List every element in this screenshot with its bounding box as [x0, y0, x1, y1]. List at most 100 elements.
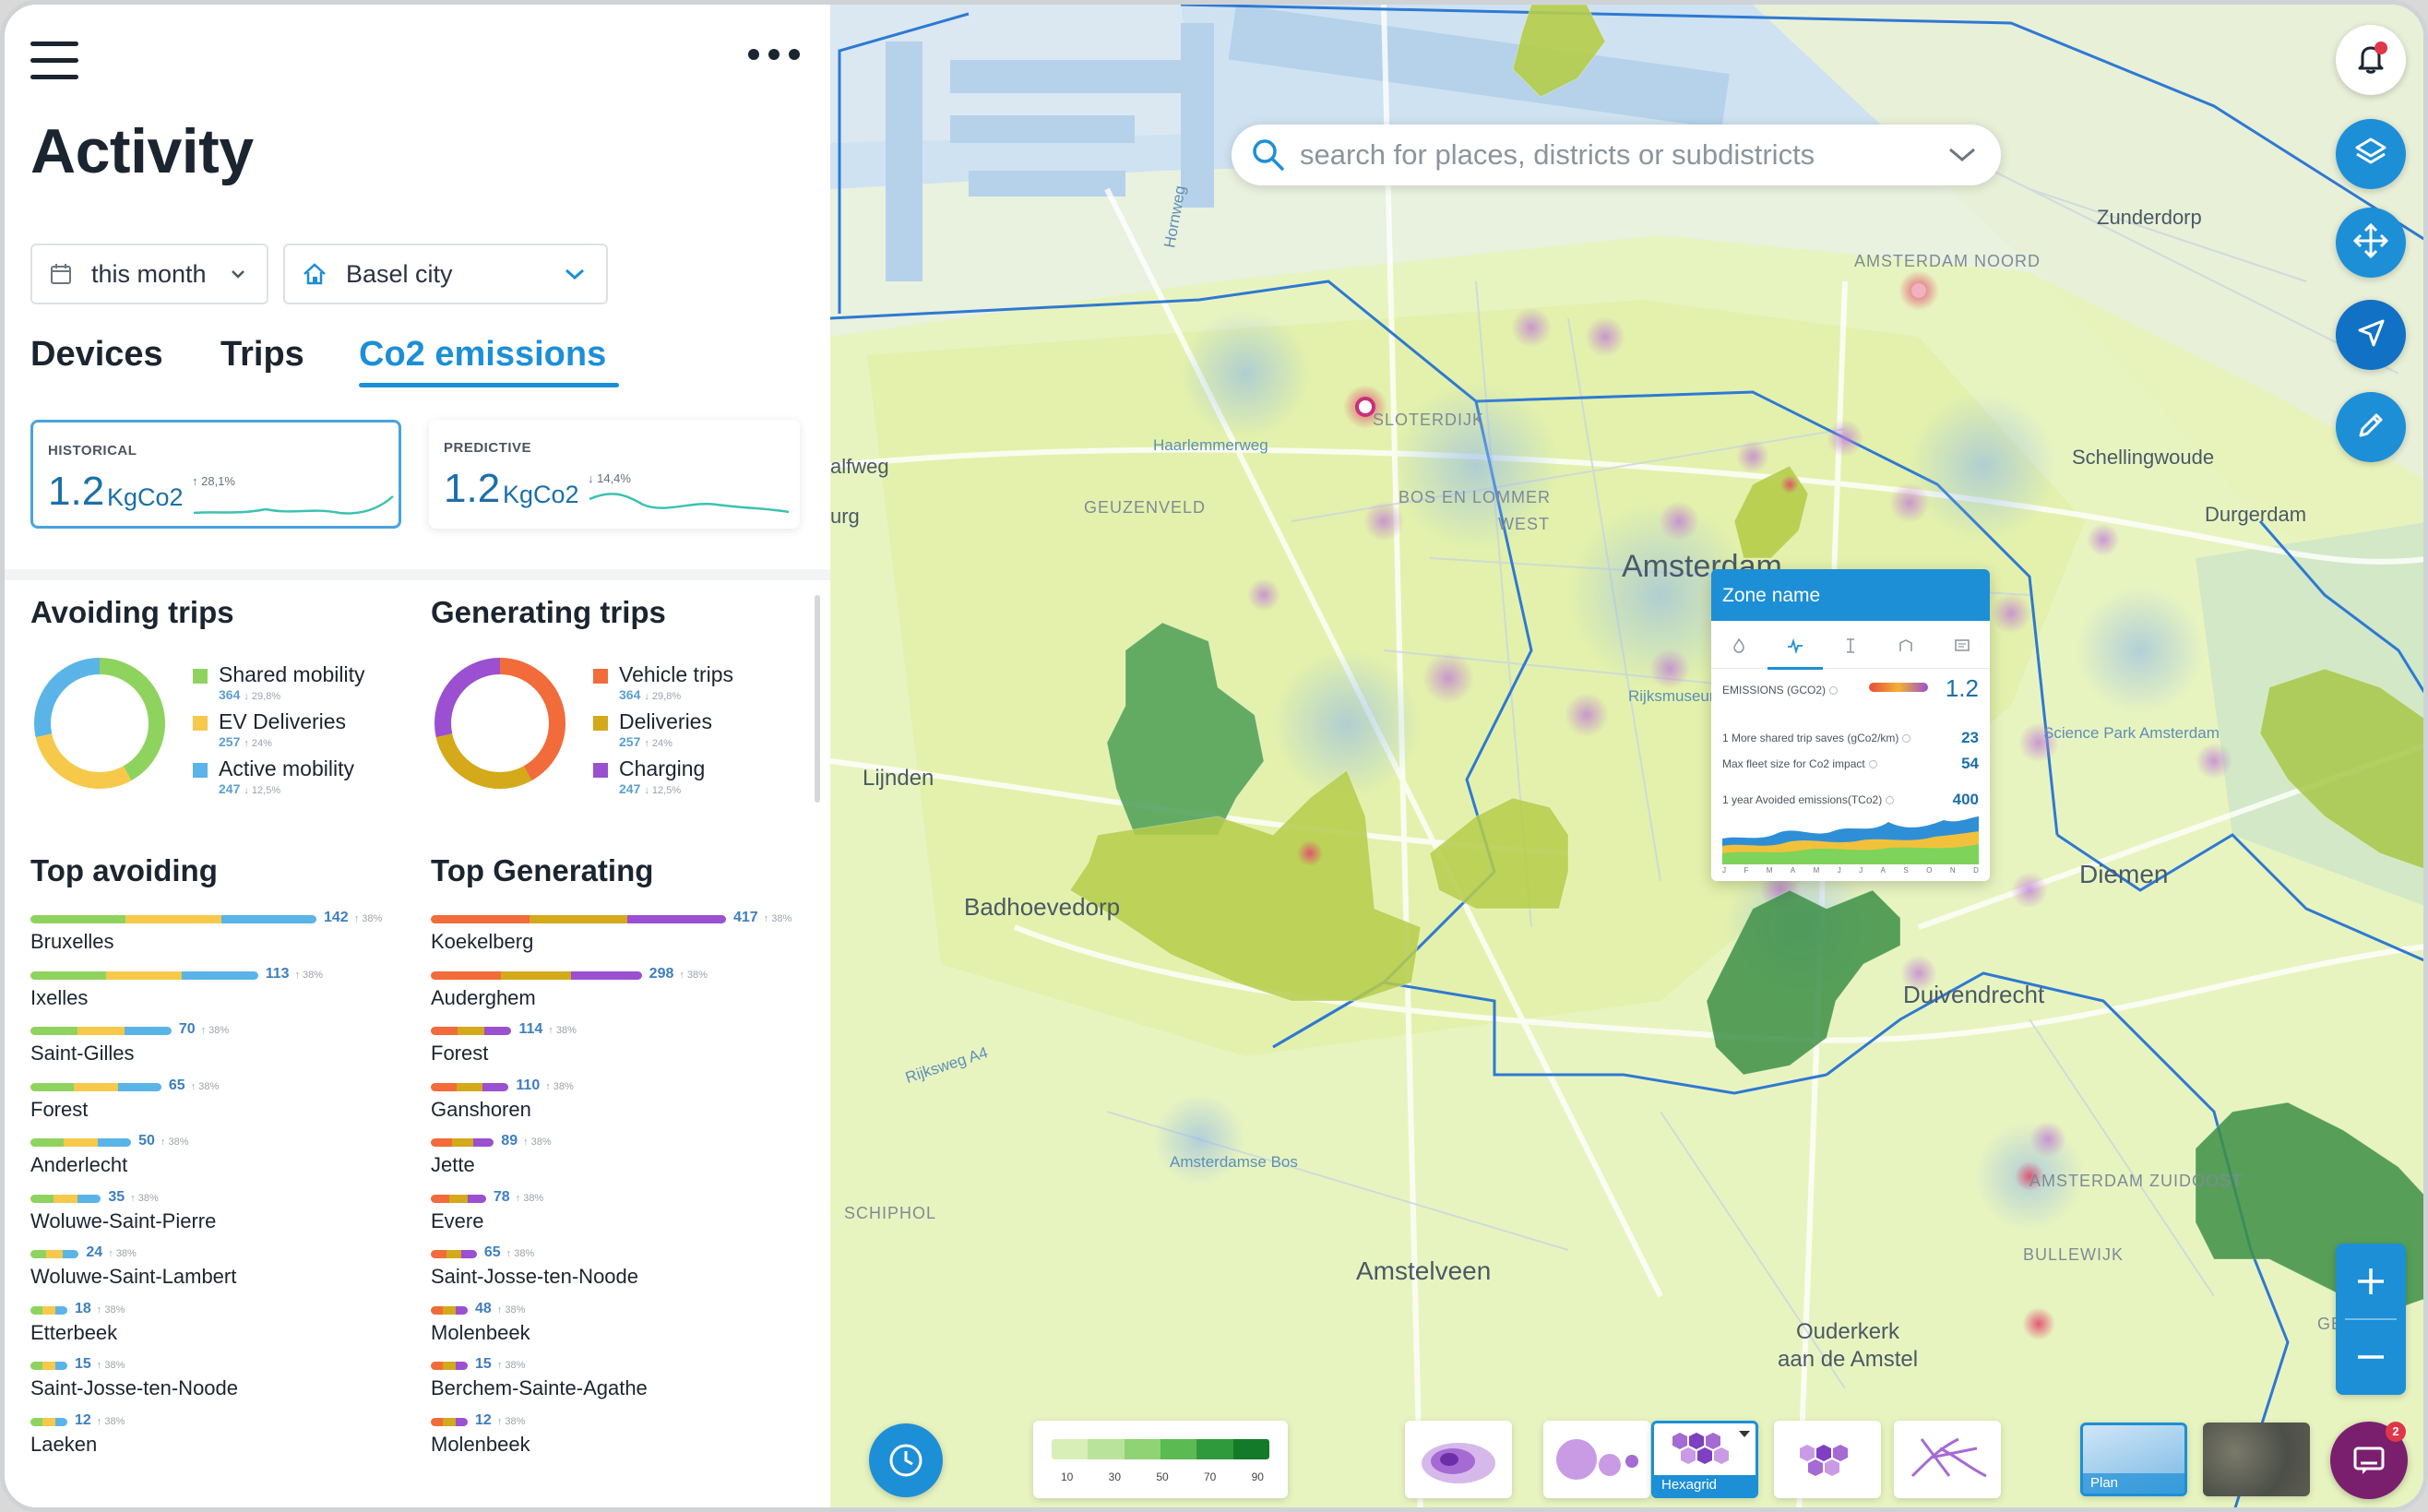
kpi-card-historical[interactable]: HISTORICAL 1.2 KgCo2 ↑ 28,1%: [30, 420, 401, 529]
ranking-trend: ↑ 38%: [506, 1248, 535, 1259]
ranking-bar-segment: [54, 1194, 77, 1203]
chevron-down-icon: [230, 268, 246, 280]
ranking-bar-segment: [30, 1027, 77, 1035]
legend-trend: ↑ 24%: [244, 738, 272, 749]
basemap-plan[interactable]: Plan: [2080, 1423, 2187, 1496]
ranking-row[interactable]: 15 ↑ 38% Berchem-Sainte-Agathe: [431, 1356, 818, 1416]
ranking-bar-segment: [64, 1138, 98, 1147]
move-icon: [2351, 221, 2390, 265]
zoom-in-button[interactable]: [2336, 1244, 2406, 1319]
ranking-value: 12 ↑ 38%: [75, 1412, 125, 1429]
draw-button[interactable]: [2336, 392, 2406, 462]
zoom-out-button[interactable]: [2336, 1319, 2406, 1395]
viz-mode-bubbles[interactable]: [1543, 1421, 1650, 1498]
ranking-row[interactable]: 113 ↑ 38% Ixelles: [30, 966, 418, 1026]
zone-card-tabs: [1711, 623, 1990, 670]
ranking-row[interactable]: 114 ↑ 38% Forest: [431, 1021, 818, 1081]
ranking-bar: [431, 1138, 494, 1147]
legend-trend: ↑ 24%: [644, 738, 672, 749]
ranking-bar: [431, 1417, 468, 1426]
ranking-row[interactable]: 15 ↑ 38% Saint-Josse-ten-Noode: [30, 1356, 418, 1416]
ranking-row[interactable]: 48 ↑ 38% Molenbeek: [431, 1300, 818, 1361]
ranking-name: Saint-Josse-ten-Noode: [431, 1265, 639, 1288]
page-title: Activity: [30, 116, 254, 186]
ranking-row[interactable]: 89 ↑ 38% Jette: [431, 1133, 818, 1193]
ranking-bar: [431, 1027, 512, 1035]
zone-tab-comment-icon[interactable]: [1946, 629, 1979, 662]
tab-co2-emissions[interactable]: Co2 emissions: [359, 335, 607, 374]
search-bar[interactable]: [1232, 125, 2001, 185]
ranking-bar-segment: [431, 1250, 446, 1258]
chevron-down-icon: [564, 268, 586, 280]
ranking-value: 15 ↑ 38%: [75, 1356, 125, 1373]
ranking-name: Saint-Gilles: [30, 1042, 135, 1065]
kpi-card-predictive[interactable]: PREDICTIVE 1.2 KgCo2 ↓ 14,4%: [429, 420, 800, 529]
ranking-row[interactable]: 417 ↑ 38% Koekelberg: [431, 910, 818, 970]
tab-devices[interactable]: Devices: [30, 335, 163, 374]
month-label: O: [1926, 866, 1933, 875]
ranking-bar: [30, 1250, 79, 1258]
ranking-value: 114 ↑ 38%: [518, 1021, 576, 1038]
ranking-bar-segment: [529, 915, 628, 923]
ranking-name: Jette: [431, 1153, 475, 1176]
zone-info-card[interactable]: Zone name EMISSIONS (GCO2) 1.2 1 More sh…: [1711, 569, 1990, 881]
kpi-label: HISTORICAL: [48, 443, 137, 458]
more-options-icon[interactable]: [748, 49, 800, 64]
ranking-row[interactable]: 12 ↑ 38% Laeken: [30, 1412, 418, 1472]
ranking-row[interactable]: 78 ↑ 38% Evere: [431, 1189, 818, 1249]
tab-trips[interactable]: Trips: [220, 335, 304, 374]
panel-scrollbar[interactable]: [815, 595, 820, 803]
legend-label: Active mobility: [219, 756, 354, 780]
month-label: J: [1722, 866, 1726, 875]
zone-tab-route-icon[interactable]: [1889, 629, 1922, 662]
ranking-row[interactable]: 298 ↑ 38% Auderghem: [431, 966, 818, 1026]
ranking-row[interactable]: 50 ↑ 38% Anderlecht: [30, 1133, 418, 1193]
ranking-name: Berchem-Sainte-Agathe: [431, 1376, 648, 1399]
time-button[interactable]: [869, 1423, 943, 1497]
viz-mode-lines[interactable]: [1894, 1421, 2001, 1498]
viz-mode-hexagrid[interactable]: Hexagrid: [1651, 1421, 1758, 1498]
map-canvas[interactable]: [830, 5, 2428, 1512]
select-button[interactable]: [2336, 300, 2406, 370]
hamburger-menu-icon[interactable]: [30, 42, 78, 80]
search-input[interactable]: [1300, 138, 1909, 172]
kpi-value: 1.2: [444, 466, 501, 511]
ranking-row[interactable]: 35 ↑ 38% Woluwe-Saint-Pierre: [30, 1189, 418, 1249]
ranking-name: Koekelberg: [431, 930, 534, 953]
ranking-row[interactable]: 65 ↑ 38% Saint-Josse-ten-Noode: [431, 1244, 818, 1304]
ranking-row[interactable]: 18 ↑ 38% Etterbeek: [30, 1301, 418, 1361]
ranking-name: Ixelles: [30, 985, 89, 1009]
layers-button[interactable]: [2336, 119, 2406, 189]
zone-card-title: Zone name: [1711, 569, 1990, 621]
ranking-count: 48: [475, 1300, 492, 1316]
viz-mode-hexagons[interactable]: [1774, 1421, 1881, 1498]
viz-mode-heatmap[interactable]: [1405, 1421, 1512, 1498]
ranking-count: 12: [75, 1411, 91, 1428]
top-avoiding-list: 142 ↑ 38% Bruxelles 113 ↑ 38% Ixelles 70 ↑ 38% S…: [30, 910, 418, 1472]
basemap-satellite[interactable]: [2203, 1423, 2310, 1496]
location-select[interactable]: Basel city: [283, 244, 608, 304]
zone-tab-fire-icon[interactable]: [1722, 629, 1756, 662]
chat-button[interactable]: 2: [2330, 1422, 2408, 1499]
zone-tab-text-cursor-icon[interactable]: [1834, 629, 1867, 662]
period-select[interactable]: this month: [30, 244, 268, 304]
viz-dropdown-caret[interactable]: [1739, 1431, 1750, 1437]
chevron-down-icon[interactable]: [1947, 147, 1977, 163]
ranking-row[interactable]: 12 ↑ 38% Molenbeek: [431, 1412, 818, 1472]
heat-legend: 10 30 50 70 90: [1033, 1421, 1288, 1498]
pan-button[interactable]: [2336, 208, 2406, 278]
notifications-button[interactable]: [2336, 25, 2406, 95]
month-label: S: [1903, 866, 1909, 875]
ranking-trend: ↑ 38%: [496, 1304, 526, 1316]
legend-label: Charging: [619, 756, 706, 780]
hexagrid-thumbnail-icon: [1672, 1433, 1729, 1464]
ranking-row[interactable]: 65 ↑ 38% Forest: [30, 1077, 418, 1137]
ranking-row[interactable]: 142 ↑ 38% Bruxelles: [30, 910, 418, 970]
map-view[interactable]: Amsterdam Badhoevedorp Amstelveen Diemen…: [830, 5, 2428, 1512]
ranking-row[interactable]: 70 ↑ 38% Saint-Gilles: [30, 1021, 418, 1081]
map-label-bos-en-lommer: BOS EN LOMMER: [1398, 488, 1552, 506]
ranking-row[interactable]: 24 ↑ 38% Woluwe-Saint-Lambert: [30, 1244, 418, 1304]
ranking-name: Evere: [431, 1208, 484, 1232]
ranking-row[interactable]: 110 ↑ 38% Ganshoren: [431, 1077, 818, 1137]
zone-tab-activity-icon[interactable]: [1767, 629, 1823, 670]
